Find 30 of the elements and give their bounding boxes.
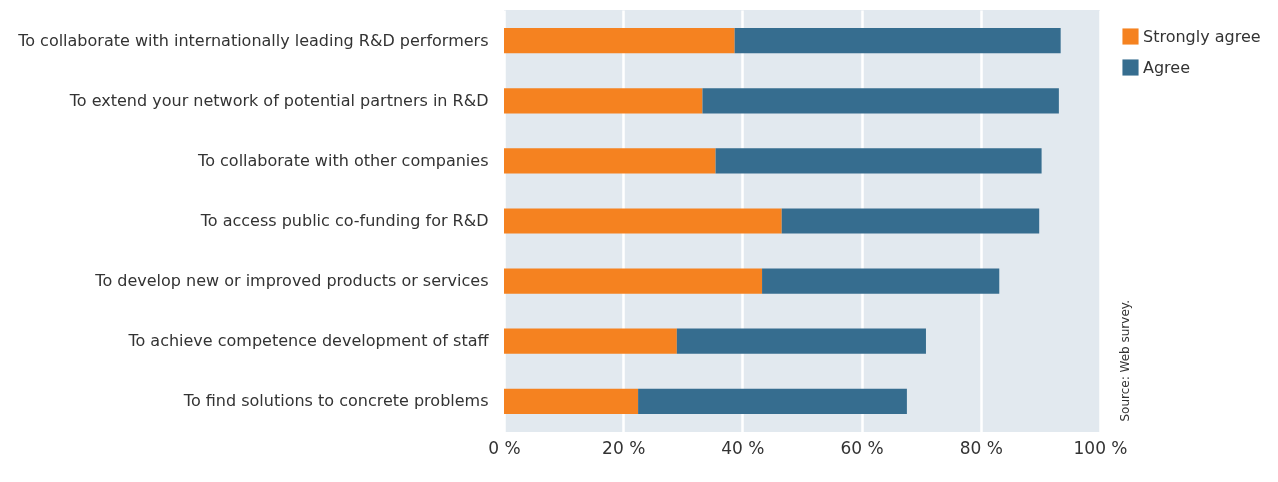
y-tick-label: To extend your network of potential partners in R&D xyxy=(68,90,489,110)
bar xyxy=(638,388,907,414)
x-tick-label: 60 % xyxy=(840,437,884,458)
x-tick-label: 80 % xyxy=(959,437,1003,458)
y-tick-label: To achieve competence development of staff xyxy=(127,331,490,351)
x-tick-label: 20 % xyxy=(602,437,646,458)
bar xyxy=(734,28,1061,54)
x-tick-label: 0 % xyxy=(488,437,521,458)
bar xyxy=(504,148,716,174)
bar xyxy=(504,328,677,354)
source-note: Source: Web survey. xyxy=(1118,300,1132,422)
bar xyxy=(504,28,735,54)
y-tick-label: To find solutions to concrete problems xyxy=(182,391,489,411)
bar xyxy=(715,148,1042,174)
bar xyxy=(702,88,1059,114)
bar xyxy=(504,208,782,234)
y-tick-label: To collaborate with other companies xyxy=(197,150,489,170)
bar xyxy=(504,88,703,114)
y-tick-label: To access public co-funding for R&D xyxy=(199,211,489,230)
bar xyxy=(504,388,639,414)
x-tick-label: 100 % xyxy=(1073,437,1128,458)
legend-label: Strongly agree xyxy=(1143,26,1261,46)
legend-label: Agree xyxy=(1143,57,1191,77)
y-tick-label: To collaborate with internationally leading R&D performers xyxy=(17,30,489,50)
x-tick-label: 40 % xyxy=(721,437,765,458)
bar xyxy=(676,328,926,354)
bar xyxy=(762,268,1000,294)
y-tick-label: To develop new or improved products or services xyxy=(94,271,489,291)
bar xyxy=(504,268,763,294)
bar xyxy=(781,208,1040,234)
